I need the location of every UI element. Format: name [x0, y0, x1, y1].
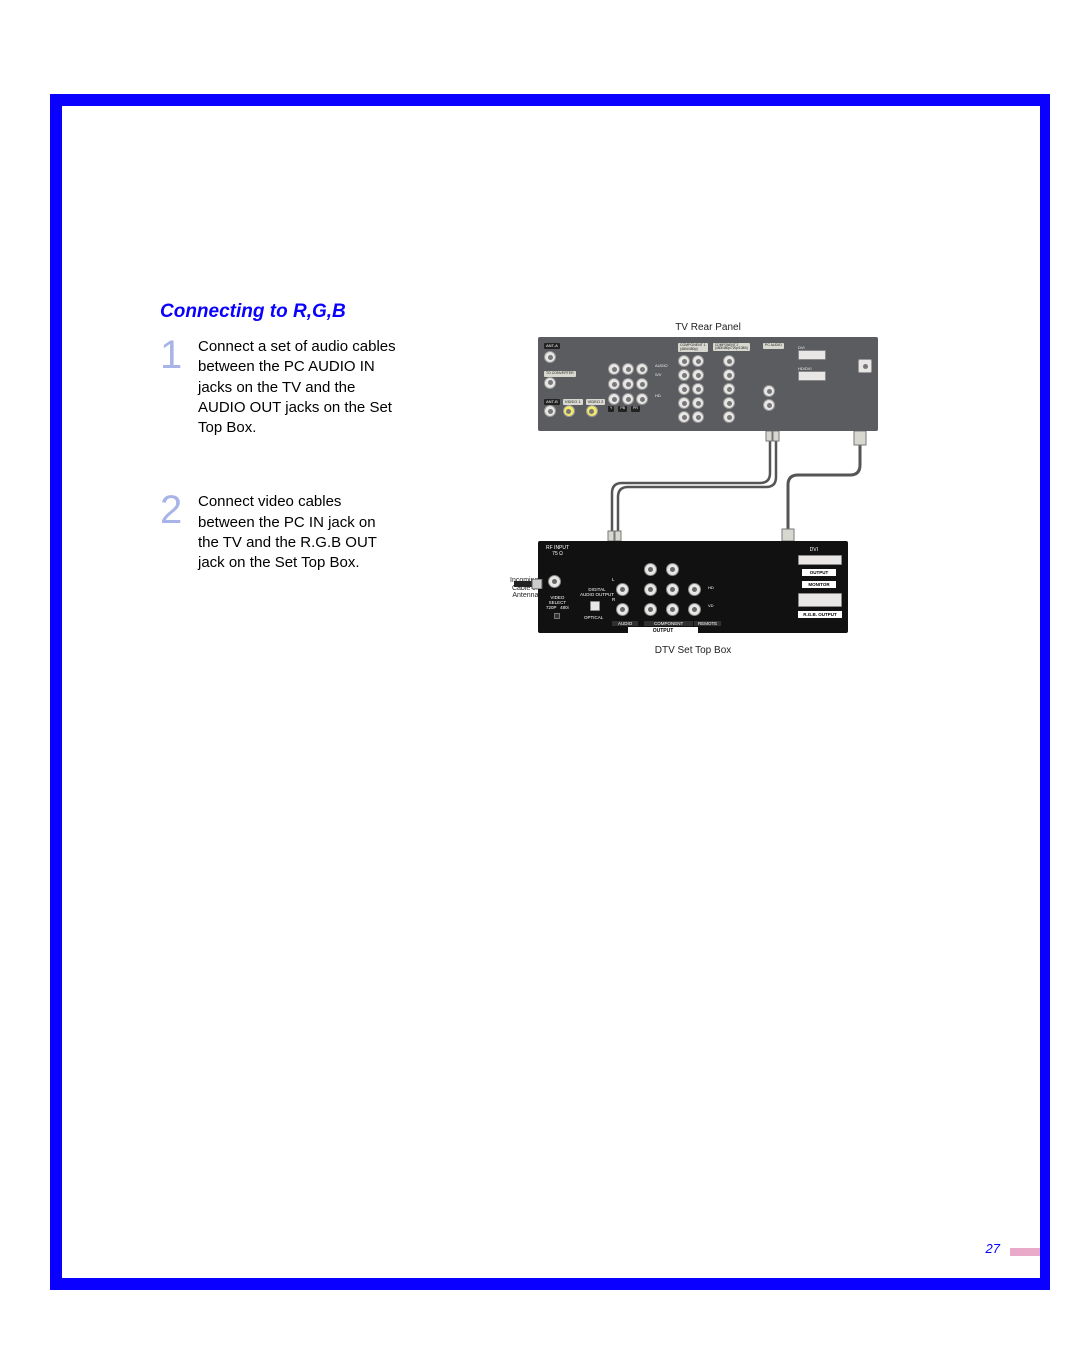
jack-center [622, 363, 634, 375]
jack-center [636, 378, 648, 390]
jack-center [622, 393, 634, 405]
jack-y [644, 563, 657, 576]
page-frame: Connecting to R,G,B 1 Connect a set of a… [50, 94, 1040, 1290]
jack-pb [666, 563, 679, 576]
port-rgb-out [798, 593, 842, 607]
connection-diagram: TV Rear Panel ANT-A TO CONVERTER ANT-B [480, 322, 890, 656]
label-pb: PB [618, 406, 627, 412]
jack-center [608, 393, 620, 405]
step-number: 1 [160, 337, 184, 373]
jack-center [608, 363, 620, 375]
edge-tab-marker [1010, 1248, 1050, 1256]
jack-comp2 [723, 355, 735, 367]
label-monitor: MONITOR [802, 581, 836, 588]
jack-comp [678, 369, 690, 381]
step-text: Connect video cables between the PC IN j… [198, 492, 400, 573]
label-ant-b: ANT-B [544, 399, 560, 405]
label-pr: PR [631, 406, 640, 412]
step-text: Connect a set of audio cables between th… [198, 337, 400, 438]
label-digital-audio: DIGITAL AUDIO OUTPUT [580, 587, 614, 597]
label-vd: VD [708, 603, 714, 608]
label-audio: AUDIO [655, 363, 668, 368]
stb-panel: Incoming Cable or Antenna RF INPUT 75 Ω … [538, 541, 848, 633]
jack-pb2 [644, 583, 657, 596]
label-l: L [612, 577, 615, 582]
label-video2: VIDEO 2 [586, 399, 606, 405]
jack-comp-b [666, 603, 679, 616]
step-1: 1 Connect a set of audio cables between … [160, 337, 400, 438]
port-hddvi [798, 371, 826, 381]
label-component1: COMPONENT 1 (480i/480p) [678, 343, 708, 352]
label-sv: S/V [655, 372, 668, 377]
label-video1: VIDEO 1 [563, 399, 583, 405]
label-rf-input: RF INPUT 75 Ω [546, 545, 569, 557]
tv-panel-title: TV Rear Panel [538, 322, 878, 333]
jack-comp [678, 355, 690, 367]
cable-area [538, 431, 878, 541]
port-stb-dvi [798, 555, 842, 565]
jack-audio-l [616, 583, 629, 596]
section-title: Connecting to R,G,B [160, 301, 1040, 323]
label-optical: OPTICAL [584, 615, 603, 620]
jack-pr2 [688, 583, 701, 596]
jack-comp2 [723, 411, 735, 423]
jack-comp-a [644, 603, 657, 616]
label-hd: HD [655, 393, 668, 398]
jack-comp [692, 411, 704, 423]
label-ant-a: ANT-A [544, 343, 560, 349]
port-dvi [798, 350, 826, 360]
jack-comp2 [723, 397, 735, 409]
jack-comp [692, 383, 704, 395]
label-component2: COMPONENT 2 (480i/480p/720p/1080i) [713, 343, 750, 351]
label-video-select: VIDEO SELECT 720P 480i [546, 595, 569, 610]
jack-center [622, 378, 634, 390]
jack-comp [678, 411, 690, 423]
jack-video1 [563, 405, 575, 417]
label-stb-dvi: DVI [810, 547, 818, 553]
antenna-plug-icon [514, 579, 548, 589]
label-output-bar: OUTPUT [628, 627, 698, 635]
jack-comp2 [723, 369, 735, 381]
label-y: Y [608, 406, 614, 412]
jack-video2 [586, 405, 598, 417]
label-component-bar: COMPONENT [644, 621, 693, 626]
stb-title: DTV Set Top Box [538, 645, 848, 656]
jack-center [636, 393, 648, 405]
switch-video-select [554, 613, 560, 619]
jack-audio-r [616, 603, 629, 616]
label-rgb-output: R.G.B. OUTPUT [798, 611, 842, 618]
jack-comp [692, 369, 704, 381]
jack-comp [678, 383, 690, 395]
step-2: 2 Connect video cables between the PC IN… [160, 492, 400, 573]
jack-center [636, 363, 648, 375]
jack-ant-b [544, 405, 556, 417]
label-audio-bar: AUDIO [612, 621, 638, 626]
jack-comp2 [723, 383, 735, 395]
step-number: 2 [160, 492, 184, 528]
label-hd: HD [708, 585, 714, 590]
jack-comp [692, 397, 704, 409]
label-pc-audio: PC AUDIO [763, 343, 784, 349]
jack-pc-audio-r [763, 399, 775, 411]
label-stb-output: OUTPUT [802, 569, 836, 576]
label-remote: REMOTE [694, 621, 721, 626]
content-area: Connecting to R,G,B 1 Connect a set of a… [62, 106, 1040, 573]
page-number: 27 [986, 1241, 1000, 1256]
jack-comp-c [688, 603, 701, 616]
cables-svg [538, 431, 878, 541]
port-digital-audio [590, 601, 600, 611]
label-to-converter: TO CONVERTER [544, 371, 576, 377]
jack-comp [692, 355, 704, 367]
jack-pr [666, 583, 679, 596]
jack-pc-audio-l [763, 385, 775, 397]
jack-ant-a [544, 351, 556, 363]
label-r: R [612, 597, 615, 602]
port-pc-in [858, 359, 872, 373]
jack-center [608, 378, 620, 390]
tv-rear-panel: ANT-A TO CONVERTER ANT-B VIDEO 1 [538, 337, 878, 431]
jack-comp [678, 397, 690, 409]
jack-converter [544, 377, 556, 389]
jack-rf [548, 575, 561, 588]
